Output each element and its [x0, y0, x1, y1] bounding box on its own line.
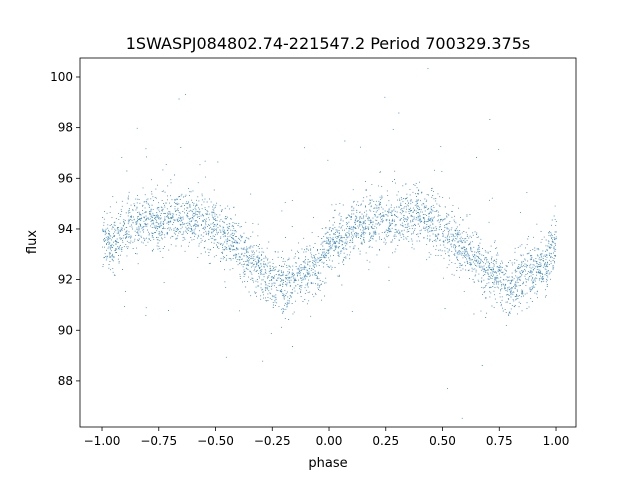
y-tick-label: 88: [58, 374, 73, 388]
y-tick-label: 98: [58, 121, 73, 135]
x-tick-label: 0.00: [316, 434, 343, 448]
x-tick-label: −0.50: [197, 434, 234, 448]
y-axis: 88 90 92 94 96 98 100: [50, 70, 80, 388]
x-axis-label: phase: [308, 456, 347, 471]
y-tick-label: 92: [58, 273, 73, 287]
x-tick-label: −0.75: [140, 434, 177, 448]
y-axis-label: flux: [25, 230, 40, 254]
x-tick-label: 1.00: [543, 434, 570, 448]
y-tick-label: 90: [58, 323, 73, 337]
axes-frame: [79, 57, 577, 428]
x-tick-label: −1.00: [84, 434, 121, 448]
y-tick-label: 96: [58, 171, 73, 185]
x-axis: −1.00 −0.75 −0.50 −0.25 0.00 0.25 0.50 0.75 1.00: [84, 427, 570, 448]
y-tick-label: 100: [50, 70, 73, 84]
scatter-points: [102, 67, 557, 419]
chart-title: 1SWASPJ084802.74-221547.2 Period 700329.…: [126, 34, 531, 53]
x-tick-label: 0.25: [372, 434, 399, 448]
x-tick-label: −0.25: [254, 434, 291, 448]
y-tick-label: 94: [58, 222, 73, 236]
x-tick-label: 0.75: [486, 434, 513, 448]
x-tick-label: 0.50: [429, 434, 456, 448]
data-points: [102, 67, 557, 419]
